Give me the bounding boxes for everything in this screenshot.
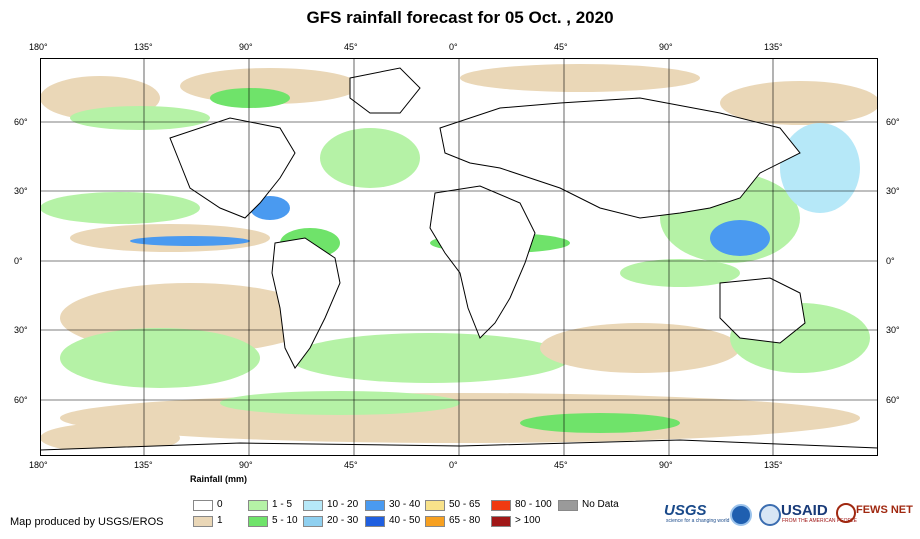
rain-patch-23	[60, 393, 860, 443]
legend-label: 5 - 10	[272, 515, 298, 526]
rainfall-map-svg	[40, 58, 878, 456]
legend-title: Rainfall (mm)	[190, 474, 248, 484]
rain-patch-17	[620, 259, 740, 287]
longitude-tick-label: 45°	[554, 460, 568, 470]
usaid-seal-icon	[759, 504, 781, 526]
map-border	[40, 58, 878, 456]
legend-swatch	[425, 516, 445, 527]
usgs-tagline: science for a changing world	[666, 518, 730, 524]
rainfall-patches	[40, 64, 878, 453]
longitude-tick-label: 90°	[659, 460, 673, 470]
longitude-tick-label: 45°	[344, 42, 358, 52]
south-america	[271, 237, 341, 369]
latitude-tick-label: 60°	[886, 117, 900, 127]
legend-swatch	[248, 516, 268, 527]
rain-patch-15	[710, 220, 770, 256]
legend-swatch	[248, 500, 268, 511]
greenland	[349, 67, 421, 114]
latitude-tick-label: 30°	[886, 186, 900, 196]
graticule	[40, 58, 878, 456]
legend-swatch	[193, 500, 213, 511]
longitude-tick-label: 135°	[764, 460, 783, 470]
fewsnet-globe-icon	[836, 503, 856, 523]
legend-swatch	[491, 516, 511, 527]
longitude-tick-label: 135°	[764, 42, 783, 52]
legend-swatch	[303, 500, 323, 511]
rain-patch-25	[520, 413, 680, 433]
legend-label: 0	[217, 499, 223, 510]
rain-patch-4	[720, 81, 878, 125]
longitude-tick-label: 135°	[134, 42, 153, 52]
usgs-logo: USGS	[664, 502, 707, 519]
legend-label: 65 - 80	[449, 515, 481, 526]
legend-label: 10 - 20	[327, 499, 359, 510]
logo-strip: USGS science for a changing world USAID …	[664, 500, 914, 530]
latitude-tick-label: 60°	[14, 395, 28, 405]
legend-label: 1	[217, 515, 223, 526]
rain-patch-8	[40, 192, 200, 224]
rain-patch-16	[780, 123, 860, 213]
noaa-logo-icon	[730, 504, 752, 526]
rainfall-map	[40, 58, 878, 456]
legend-label: 1 - 5	[272, 499, 293, 510]
rain-patch-10	[130, 236, 250, 246]
longitude-tick-label: 180°	[29, 42, 48, 52]
legend-label: 20 - 30	[327, 515, 359, 526]
longitude-tick-label: 180°	[29, 460, 48, 470]
usaid-tagline: FROM THE AMERICAN PEOPLE	[782, 518, 857, 524]
longitude-tick-label: 90°	[239, 460, 253, 470]
rain-patch-24	[220, 391, 460, 415]
legend-swatch	[425, 500, 445, 511]
longitude-tick-label: 135°	[134, 460, 153, 470]
rain-patch-20	[290, 333, 570, 383]
rain-patch-7	[320, 128, 420, 188]
latitude-tick-label: 30°	[14, 186, 28, 196]
latitude-tick-label: 0°	[14, 256, 23, 266]
legend-label: 40 - 50	[389, 515, 421, 526]
credit-text: Map produced by USGS/EROS	[10, 516, 164, 528]
rain-patch-3	[460, 64, 700, 92]
longitude-tick-label: 90°	[239, 42, 253, 52]
legend-swatch	[558, 500, 578, 511]
latitude-tick-label: 30°	[886, 325, 900, 335]
legend-label: No Data	[582, 499, 619, 510]
legend-label: 50 - 65	[449, 499, 481, 510]
legend-swatch	[303, 516, 323, 527]
legend-swatch	[365, 500, 385, 511]
longitude-tick-label: 45°	[344, 460, 358, 470]
africa	[429, 185, 536, 339]
rain-patch-5	[70, 106, 210, 130]
map-title: GFS rainfall forecast for 05 Oct. , 2020	[306, 8, 614, 27]
eurasia	[439, 97, 801, 219]
latitude-tick-label: 60°	[886, 395, 900, 405]
legend-swatch	[193, 516, 213, 527]
legend-label: 30 - 40	[389, 499, 421, 510]
longitude-tick-label: 0°	[449, 42, 458, 52]
north-america	[169, 117, 296, 219]
latitude-tick-label: 60°	[14, 117, 28, 127]
latitude-tick-label: 30°	[14, 325, 28, 335]
rain-patch-26	[40, 423, 180, 453]
legend-swatch	[491, 500, 511, 511]
latitude-tick-label: 0°	[886, 256, 895, 266]
legend-swatch	[365, 516, 385, 527]
fewsnet-logo: FEWS NET	[856, 504, 913, 516]
rain-patch-19	[60, 328, 260, 388]
legend-label: 80 - 100	[515, 499, 552, 510]
australia	[719, 277, 806, 344]
longitude-tick-label: 0°	[449, 460, 458, 470]
rain-patch-21	[540, 323, 740, 373]
rainfall-legend: Rainfall (mm) 0 1 1 - 5 5 - 10 10 - 20 20 - 3…	[190, 474, 653, 538]
rain-patch-6	[210, 88, 290, 108]
usaid-logo: USAID	[781, 502, 828, 519]
legend-label: > 100	[515, 515, 541, 526]
longitude-tick-label: 90°	[659, 42, 673, 52]
longitude-tick-label: 45°	[554, 42, 568, 52]
